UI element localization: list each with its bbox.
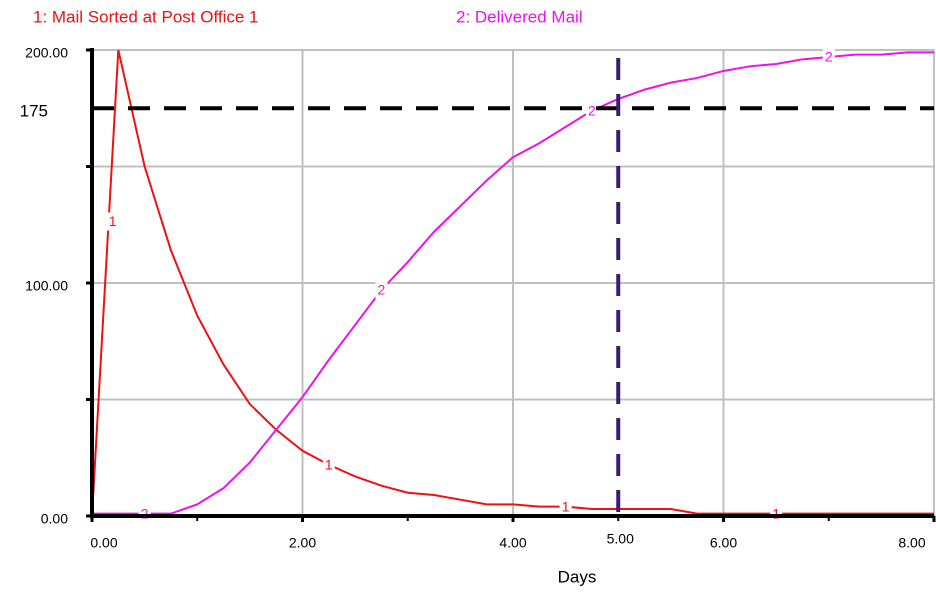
series-marker: 2	[825, 49, 833, 65]
marker-bg	[770, 504, 783, 523]
marker-bg	[138, 504, 151, 523]
series-marker: 1	[109, 213, 117, 229]
series-marker: 2	[378, 282, 386, 298]
marker-bg	[375, 280, 388, 299]
series-marker: 2	[588, 102, 596, 118]
y-tick-label: 200.00	[25, 45, 68, 61]
reference-label: 175	[20, 102, 48, 121]
marker-bg	[822, 47, 835, 66]
x-tick-label: 6.00	[710, 535, 737, 551]
x-tick-label: 4.00	[499, 535, 526, 551]
marker-bg	[106, 212, 119, 231]
series-marker: 2	[141, 505, 149, 521]
marker-bg	[322, 455, 335, 474]
legend-label: 1: Mail Sorted at Post Office 1	[33, 7, 259, 26]
series-marker: 1	[325, 456, 333, 472]
x-tick-label: 2.00	[289, 535, 316, 551]
series-marker: 1	[772, 505, 780, 521]
y-tick-label: 100.00	[25, 278, 68, 294]
x-tick-label: 8.00	[898, 535, 925, 551]
series-marker: 1	[562, 498, 570, 514]
series-line	[91, 49, 934, 517]
legend-label: 2: Delivered Mail	[456, 7, 583, 26]
reference-label: 5.00	[607, 531, 634, 547]
x-axis-label: Days	[558, 567, 597, 586]
series-line	[92, 51, 934, 515]
y-tick-label: 0.00	[41, 511, 68, 527]
x-tick-label: 0.00	[90, 535, 117, 551]
marker-bg	[559, 497, 572, 516]
marker-bg	[585, 101, 598, 120]
